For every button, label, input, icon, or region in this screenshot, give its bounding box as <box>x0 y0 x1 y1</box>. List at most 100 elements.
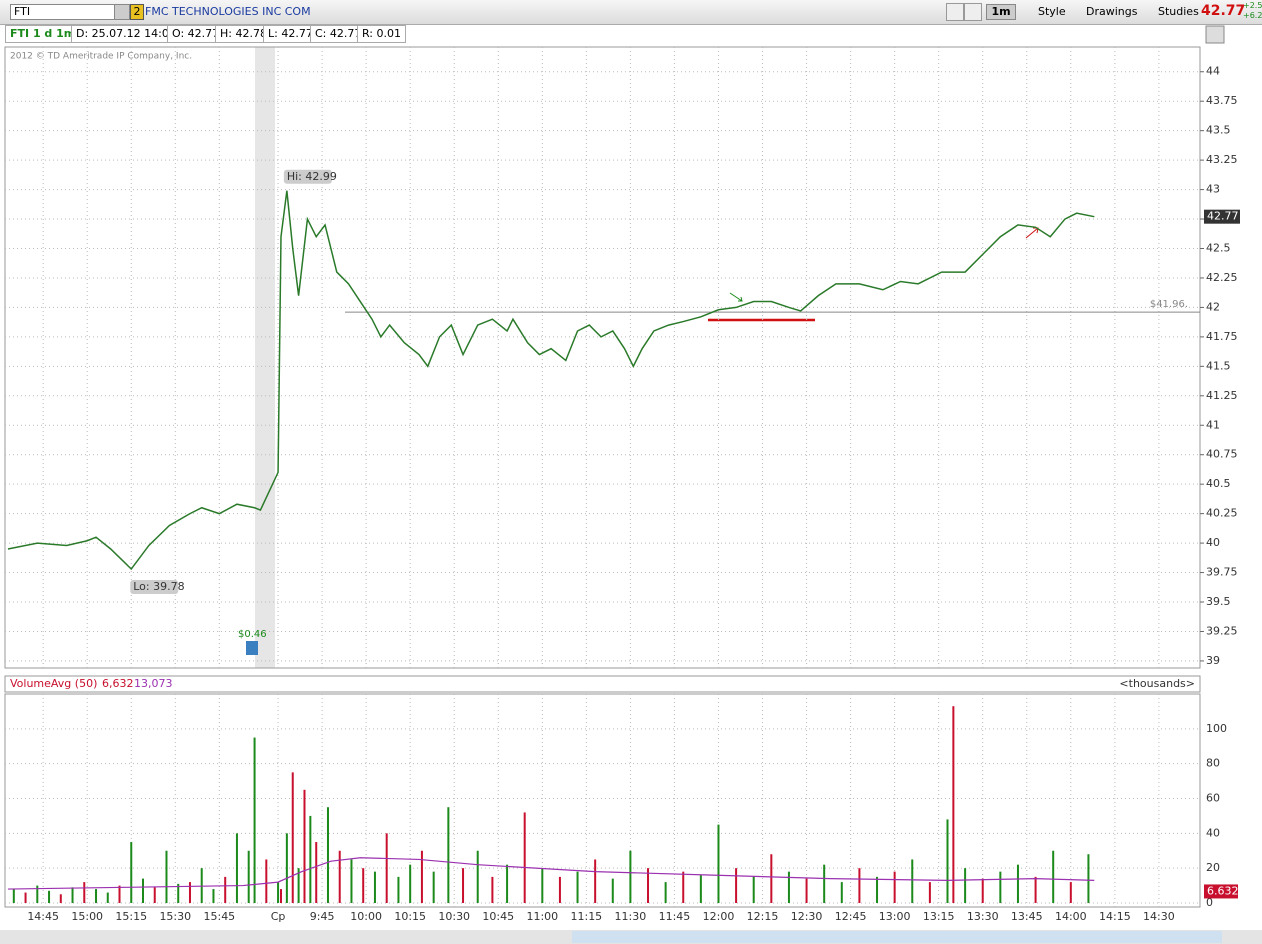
x-tick-label: 12:15 <box>747 910 779 923</box>
y-tick-label: 40.5 <box>1206 477 1231 490</box>
price-frame <box>4 46 1201 669</box>
interval-button[interactable]: 1m <box>986 4 1016 20</box>
volume-bar <box>265 859 268 903</box>
y-tick-label: 43.25 <box>1206 153 1238 166</box>
volume-bar <box>373 871 376 903</box>
volume-bar <box>59 894 62 903</box>
x-tick-label: 11:15 <box>570 910 602 923</box>
link-badge[interactable]: 2 <box>130 4 144 20</box>
volume-bar <box>153 887 156 903</box>
y-tick-label: 39.75 <box>1206 566 1238 579</box>
volume-bar <box>787 871 790 903</box>
volume-bar <box>95 889 98 903</box>
x-tick-label: 9:45 <box>310 910 335 923</box>
y-tick-label: 60 <box>1206 792 1220 805</box>
volume-bar <box>647 868 650 903</box>
studies-button[interactable]: Studies <box>1158 5 1199 18</box>
volume-bar <box>253 737 256 903</box>
open: O: 42.77 <box>167 25 225 43</box>
volume-bar <box>699 875 702 903</box>
volume-bar <box>350 859 353 903</box>
volume-bar <box>200 868 203 903</box>
volume-bar <box>432 871 435 903</box>
volume-bar <box>717 824 720 903</box>
x-tick-label: 11:00 <box>526 910 558 923</box>
scroll-thumb[interactable] <box>572 931 1222 943</box>
volume-bar <box>594 859 597 903</box>
volume-bar <box>576 871 579 903</box>
x-tick-label: 13:45 <box>1011 910 1043 923</box>
volume-bar <box>362 868 365 903</box>
volume-bar <box>24 892 27 903</box>
volume-bar <box>462 868 465 903</box>
x-tick-label: 15:30 <box>159 910 191 923</box>
volume-bar <box>805 878 808 903</box>
y-tick-label: 43 <box>1206 183 1220 196</box>
volume-bar <box>118 885 121 903</box>
snapshot-button[interactable] <box>1205 25 1225 44</box>
y-tick-label: 0 <box>1206 896 1213 909</box>
volume-bar <box>876 876 879 903</box>
volume-bar <box>1087 854 1090 903</box>
icon-button[interactable] <box>964 3 982 21</box>
volume-bar <box>326 807 329 903</box>
x-tick-label: 14:00 <box>1055 910 1087 923</box>
date: D: 25.07.12 14:07 <box>71 25 181 43</box>
x-tick-label: 13:00 <box>879 910 911 923</box>
drawings-button[interactable]: Drawings <box>1086 5 1138 18</box>
volume-bar <box>946 819 949 903</box>
volume-bar <box>558 876 561 903</box>
y-tick-label: 43.75 <box>1206 94 1238 107</box>
x-tick-label: 15:45 <box>203 910 235 923</box>
volume-bar <box>840 882 843 903</box>
volume-bar <box>277 882 280 903</box>
volume-bar <box>858 868 861 903</box>
study-value: 13,073 <box>134 677 173 690</box>
volume-bar <box>999 871 1002 903</box>
style-button[interactable]: Style <box>1038 5 1066 18</box>
y-tick-label: 41.75 <box>1206 330 1238 343</box>
y-tick-label: 44 <box>1206 65 1220 78</box>
volume-bar <box>1052 850 1055 903</box>
volume-bar <box>506 864 509 903</box>
units-label: <thousands> <box>1119 677 1195 690</box>
y-tick-label: 41 <box>1206 418 1220 431</box>
volume-bar <box>397 876 400 903</box>
volume-bar <box>735 868 738 903</box>
y-tick-label: 42.5 <box>1206 242 1231 255</box>
icon-button[interactable] <box>946 3 964 21</box>
volume-bar <box>303 789 306 903</box>
price-line <box>7 190 1095 571</box>
x-tick-label: 11:45 <box>659 910 691 923</box>
y-tick-label: 100 <box>1206 722 1227 735</box>
scrollbar[interactable] <box>0 930 1262 944</box>
volume-bar <box>36 885 39 903</box>
volume-bar <box>165 850 168 903</box>
volume-bar <box>981 878 984 903</box>
y-tick-label: 42.25 <box>1206 271 1238 284</box>
y-tick-label: 42.75 <box>1206 212 1238 225</box>
x-tick-label: 12:45 <box>835 910 867 923</box>
volume-bar <box>823 864 826 903</box>
high: H: 42.78 <box>215 25 272 43</box>
dividend-icon <box>246 641 258 655</box>
y-tick-label: 42 <box>1206 300 1220 313</box>
drawn-arrow <box>729 292 743 302</box>
volume-bar <box>315 842 318 903</box>
x-tick-label: 10:45 <box>482 910 514 923</box>
x-tick-label: 12:30 <box>791 910 823 923</box>
volume-bar <box>297 868 300 903</box>
volume-bar <box>420 850 423 903</box>
drawn-arrow <box>1025 227 1039 239</box>
study-value: 6,632 <box>102 677 134 690</box>
symbol-box[interactable]: FTI <box>10 4 119 20</box>
volume-bar <box>338 850 341 903</box>
range: R: 0.01 <box>357 25 406 43</box>
toolbar: FTI 2 FMC TECHNOLOGIES INC COM 1m Style … <box>0 0 1262 25</box>
volume-bar <box>752 876 755 903</box>
volume-bar <box>235 833 238 903</box>
symbol-dropdown[interactable] <box>114 4 130 20</box>
volume-bar <box>1069 882 1072 903</box>
chart-id: FTI 1 d 1m <box>5 25 81 43</box>
